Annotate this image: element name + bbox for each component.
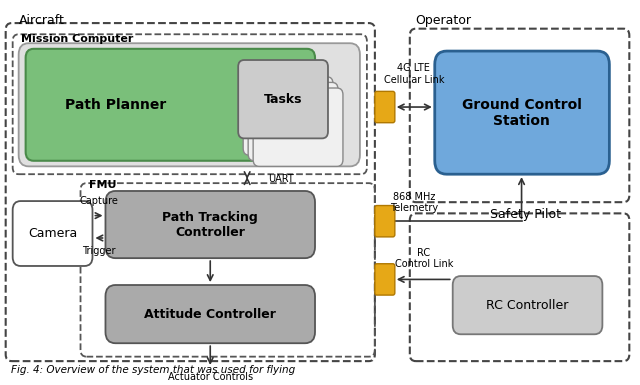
Text: Ground Control
Station: Ground Control Station: [461, 97, 582, 128]
Text: RC Controller: RC Controller: [486, 299, 569, 312]
Text: Control Link: Control Link: [395, 259, 453, 270]
Text: Fig. 4: Overview of the system that was used for flying: Fig. 4: Overview of the system that was …: [11, 365, 295, 375]
FancyBboxPatch shape: [26, 49, 315, 161]
Text: Operator: Operator: [415, 14, 471, 27]
FancyBboxPatch shape: [243, 77, 333, 155]
FancyBboxPatch shape: [375, 264, 395, 295]
Text: FMU: FMU: [88, 180, 116, 190]
FancyBboxPatch shape: [452, 276, 602, 334]
Text: Attitude Controller: Attitude Controller: [144, 308, 276, 321]
Text: 868 MHz: 868 MHz: [392, 192, 435, 202]
FancyBboxPatch shape: [19, 43, 360, 166]
Text: Cellular Link: Cellular Link: [383, 75, 444, 85]
FancyBboxPatch shape: [253, 88, 343, 166]
Text: Safety Pilot: Safety Pilot: [490, 208, 561, 221]
FancyBboxPatch shape: [435, 51, 609, 174]
FancyBboxPatch shape: [106, 285, 315, 343]
FancyBboxPatch shape: [13, 201, 93, 266]
Text: Trigger: Trigger: [82, 246, 115, 256]
Text: UART: UART: [268, 174, 294, 184]
Text: Telemetry: Telemetry: [390, 203, 438, 213]
Text: Path Tracking
Controller: Path Tracking Controller: [163, 211, 258, 239]
Text: Capture: Capture: [79, 196, 118, 206]
Text: Tasks: Tasks: [264, 93, 302, 106]
FancyBboxPatch shape: [248, 82, 338, 161]
FancyBboxPatch shape: [375, 206, 395, 237]
FancyBboxPatch shape: [238, 60, 328, 138]
Text: Camera: Camera: [28, 227, 77, 240]
Text: Actuator Controls: Actuator Controls: [168, 372, 253, 382]
Text: RC: RC: [417, 248, 430, 258]
Text: 4G LTE: 4G LTE: [397, 64, 430, 74]
FancyBboxPatch shape: [375, 91, 395, 123]
Text: Path Planner: Path Planner: [65, 98, 166, 112]
Text: Aircraft: Aircraft: [19, 14, 65, 27]
FancyBboxPatch shape: [106, 191, 315, 258]
Text: Mission Computer: Mission Computer: [20, 34, 133, 44]
